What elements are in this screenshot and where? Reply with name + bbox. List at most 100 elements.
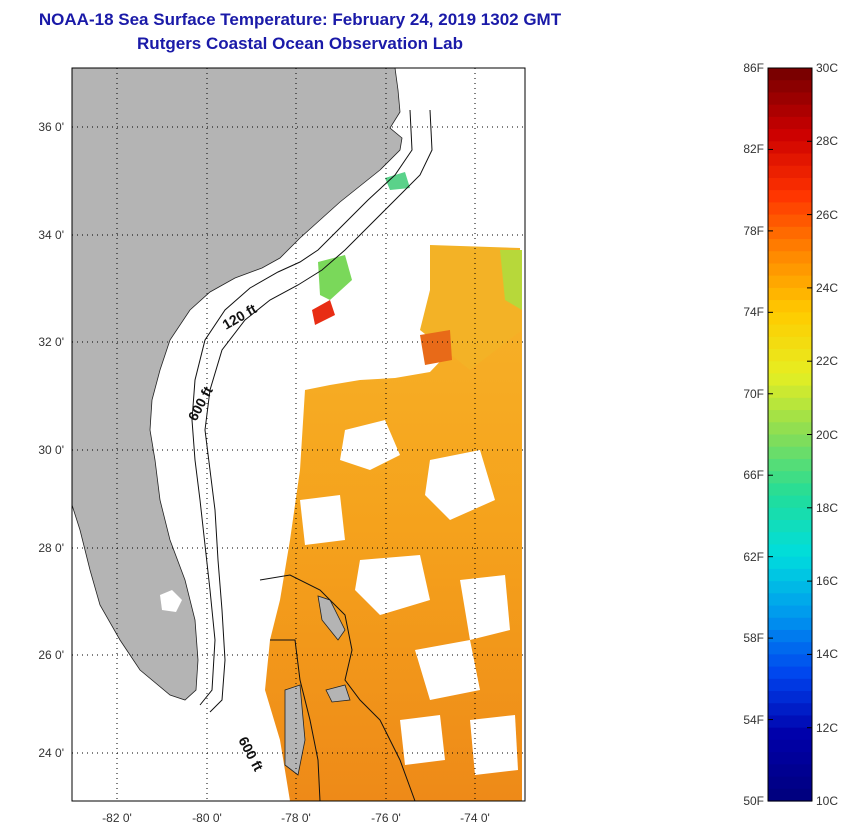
colorbar-band [768,471,812,484]
colorbar-band [768,739,812,753]
map-subtitle: Rutgers Coastal Ocean Observation Lab [137,34,463,53]
colorbar-fahrenheit-label: 78F [743,223,764,238]
lon-label: -74 0' [460,811,490,825]
lon-label: -78 0' [281,811,311,825]
colorbar-band [768,239,812,252]
colorbar-celsius-label: 30C [816,61,839,75]
longitude-labels: -82 0' -80 0' -78 0' -76 0' -74 0' [102,811,490,825]
land-eleuthera [325,684,351,703]
colorbar-band [768,605,812,619]
land-us-coast [72,68,403,701]
land-abaco [317,595,346,641]
colorbar-band [768,275,812,289]
contour-bahamas-inner [270,639,321,801]
lon-label: -76 0' [371,811,401,825]
colorbar-band [768,202,812,216]
sst-green-patch [500,250,522,310]
colorbar-band [768,727,812,741]
colorbar-fahrenheit-label: 62F [743,549,764,564]
colorbar-band [768,165,812,179]
lat-label: 32 0' [38,335,64,349]
cloud-gap [425,450,495,520]
colorbar-fahrenheit-label: 50F [743,794,764,808]
colorbar-ticks [768,67,812,802]
colorbar-band [768,581,812,594]
sst-cold-filament [318,255,352,300]
lat-label: 24 0' [38,746,64,760]
colorbar-celsius-label: 16C [816,574,839,589]
latitude-labels: 36 0' 34 0' 32 0' 30 0' 28 0' 26 0' 24 0… [38,120,64,760]
colorbar-band [768,617,812,631]
colorbar-band [768,251,812,265]
colorbar-celsius-label: 20C [816,427,839,442]
colorbar-band [768,446,812,460]
contour-bahamas [259,574,416,801]
colorbar-band [768,532,812,546]
colorbar-celsius-label: 24C [816,280,839,295]
colorbar-band [768,434,812,448]
graticule [72,68,525,801]
lon-label: -80 0' [192,811,222,825]
colorbar-band [768,642,812,655]
sst-shelf-patch [385,172,410,190]
colorbar-celsius-label: 18C [816,500,839,515]
cloud-gap [400,715,445,765]
sst-data-field [265,172,522,801]
colorbar-band [768,104,812,118]
lat-label: 26 0' [38,648,64,662]
sst-warm-filament [312,300,335,325]
colorbar-celsius-label: 22C [816,354,839,369]
colorbar-band [768,312,812,326]
colorbar-band [768,520,812,533]
colorbar-fahrenheit-label: 74F [743,305,764,320]
colorbar-band [768,495,812,509]
colorbar-fahrenheit-label: 58F [743,631,764,646]
colorbar-band [768,666,812,680]
colorbar-band [768,410,812,423]
colorbar-celsius-label: 10C [816,794,839,808]
colorbar-band [768,190,812,203]
colorbar-band [768,129,812,142]
contour-label-600ft-south: 600 ft [235,734,266,774]
lat-label: 34 0' [38,228,64,242]
colorbar-band [768,300,812,313]
colorbar-band [768,68,812,81]
colorbar-fahrenheit-label: 54F [743,712,764,727]
colorbar-band [768,568,812,582]
colorbar-band [768,788,812,802]
colorbar-band [768,691,812,704]
colorbar-band [768,177,812,191]
colorbar-band [768,752,812,765]
colorbar-band [768,507,812,521]
colorbar-celsius-label: 14C [816,647,839,662]
colorbar-band [768,116,812,130]
colorbar-band [768,287,812,301]
contour-120ft [191,109,413,706]
map-title: NOAA-18 Sea Surface Temperature: Februar… [38,10,562,29]
colorbar-band [768,80,812,94]
colorbar-fahrenheit-label: 70F [743,386,764,401]
colorbar-band [768,361,812,375]
sst-hot-spot [420,330,452,365]
colorbar-band [768,422,812,436]
lat-label: 30 0' [38,443,64,457]
colorbar-band [768,715,812,729]
colorbar-band [768,483,812,497]
land-andros [284,684,306,776]
colorbar-band [768,214,812,228]
colorbar-band [768,92,812,106]
colorbar-band [768,544,812,558]
colorbar-band [768,776,812,790]
colorbar-band [768,373,812,387]
colorbar-band [768,153,812,167]
colorbar-band [768,385,812,399]
cloud-gap [340,420,400,470]
colorbar-band [768,336,812,350]
colorbar-band [768,556,812,570]
colorbar-fahrenheit-label: 82F [743,142,764,157]
land-lake [160,590,182,612]
colorbar-band [768,324,812,338]
contour-label-600ft: 600 ft [185,383,216,423]
colorbar-band [768,678,812,692]
